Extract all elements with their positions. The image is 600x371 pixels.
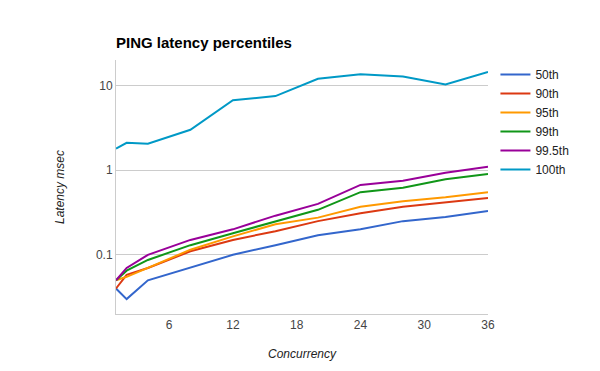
svg-text:PING latency percentiles: PING latency percentiles <box>116 34 292 51</box>
svg-text:0.1: 0.1 <box>96 248 113 262</box>
svg-text:50th: 50th <box>535 68 558 82</box>
svg-text:100th: 100th <box>535 163 565 177</box>
svg-text:10: 10 <box>99 79 113 93</box>
svg-text:30: 30 <box>418 318 432 332</box>
svg-text:36: 36 <box>481 318 495 332</box>
svg-text:95th: 95th <box>535 106 558 120</box>
svg-text:24: 24 <box>354 318 368 332</box>
svg-text:Concurrency: Concurrency <box>268 347 337 361</box>
svg-text:1: 1 <box>106 163 113 177</box>
svg-text:99th: 99th <box>535 125 558 139</box>
svg-text:6: 6 <box>166 318 173 332</box>
svg-text:12: 12 <box>226 318 240 332</box>
svg-text:18: 18 <box>290 318 304 332</box>
svg-text:99.5th: 99.5th <box>535 144 568 158</box>
svg-text:90th: 90th <box>535 87 558 101</box>
svg-text:Latency msec: Latency msec <box>53 150 67 224</box>
